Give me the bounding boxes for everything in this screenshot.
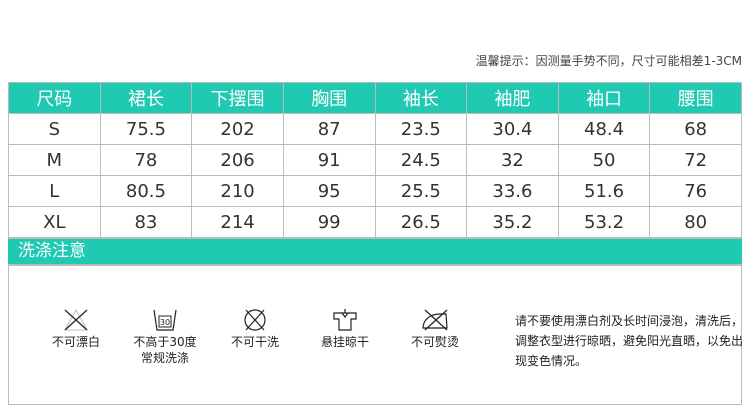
column-header: 袖口 — [557, 82, 651, 114]
table-cell: 80.5 — [99, 175, 193, 207]
table-row: L 80.5 210 95 25.5 33.6 51.6 76 — [8, 175, 742, 207]
no-bleach-icon — [64, 308, 88, 331]
table-cell: 23.5 — [374, 113, 468, 145]
column-header: 袖长 — [374, 82, 468, 114]
care-note: 请不要使用漂白剂及长时间浸泡，清洗后，调整衣型进行晾晒，避免阳光直晒，以免出现变… — [515, 314, 744, 368]
table-cell: 24.5 — [374, 144, 468, 176]
care-item-hang-dry: 悬挂晾干 — [300, 308, 390, 350]
care-section-title: 洗涤注意 — [8, 237, 742, 266]
table-cell: 99 — [282, 206, 376, 238]
care-label: 不高于30度 — [133, 335, 197, 349]
table-header-row: 尺码 裙长 下摆围 胸围 袖长 袖肥 袖口 腰围 — [8, 82, 742, 114]
care-item-no-dry-clean: 不可干洗 — [210, 308, 300, 350]
table-row: M 78 206 91 24.5 32 50 72 — [8, 144, 742, 176]
table-cell: 51.6 — [557, 175, 651, 207]
table-cell: 87 — [282, 113, 376, 145]
table-row: S 75.5 202 87 23.5 30.4 48.4 68 — [8, 113, 742, 145]
table-cell: 72 — [649, 144, 742, 176]
table-cell: 33.6 — [466, 175, 559, 207]
hang-dry-icon — [333, 309, 357, 331]
column-header: 袖肥 — [466, 82, 559, 114]
care-item-no-bleach: 不可漂白 — [31, 308, 121, 350]
table-cell: 80 — [649, 206, 742, 238]
table-row: XL 83 214 99 26.5 35.2 53.2 80 — [8, 206, 742, 238]
wash-temp: 30 — [160, 318, 170, 327]
table-cell: 75.5 — [99, 113, 193, 145]
table-cell: M — [8, 144, 101, 176]
table-cell: 48.4 — [557, 113, 651, 145]
table-cell: 210 — [191, 175, 284, 207]
column-header: 下摆围 — [191, 82, 284, 114]
table-cell: L — [8, 175, 101, 207]
size-table: 尺码 裙长 下摆围 胸围 袖长 袖肥 袖口 腰围 S 75.5 202 87 23.5 30.4 48.4… — [8, 82, 742, 238]
column-header: 腰围 — [649, 82, 742, 114]
care-label: 悬挂晾干 — [320, 335, 369, 349]
care-label-line2: 常规洗涤 — [140, 351, 189, 365]
column-header: 裙长 — [99, 82, 193, 114]
table-cell: 76 — [649, 175, 742, 207]
table-cell: 25.5 — [374, 175, 468, 207]
care-label: 不可漂白 — [51, 335, 100, 349]
measurement-tip: 温馨提示：因测量手势不同，尺寸可能相差1-3CM — [475, 54, 742, 68]
care-item-no-iron: 不可熨烫 — [390, 308, 480, 350]
table-cell: 206 — [191, 144, 284, 176]
table-cell: 26.5 — [374, 206, 468, 238]
table-cell: 202 — [191, 113, 284, 145]
care-section-body — [8, 266, 742, 405]
column-header: 尺码 — [8, 82, 101, 114]
care-label: 不可干洗 — [230, 335, 279, 349]
table-cell: 68 — [649, 113, 742, 145]
table-cell: 78 — [99, 144, 193, 176]
table-cell: 83 — [99, 206, 193, 238]
table-cell: 95 — [282, 175, 376, 207]
column-header: 胸围 — [282, 82, 376, 114]
table-cell: XL — [8, 206, 101, 238]
table-cell: 214 — [191, 206, 284, 238]
table-cell: 30.4 — [466, 113, 559, 145]
care-item-wash-30: 30 不高于30度 常规洗涤 — [120, 308, 210, 366]
table-cell: 35.2 — [466, 206, 559, 238]
no-dry-clean-icon — [244, 309, 266, 331]
table-cell: 32 — [466, 144, 559, 176]
table-cell: 50 — [557, 144, 651, 176]
care-label: 不可熨烫 — [410, 335, 459, 349]
table-cell: S — [8, 113, 101, 145]
wash-30-icon: 30 — [153, 309, 177, 331]
table-cell: 53.2 — [557, 206, 651, 238]
no-iron-icon — [422, 309, 448, 331]
table-cell: 91 — [282, 144, 376, 176]
